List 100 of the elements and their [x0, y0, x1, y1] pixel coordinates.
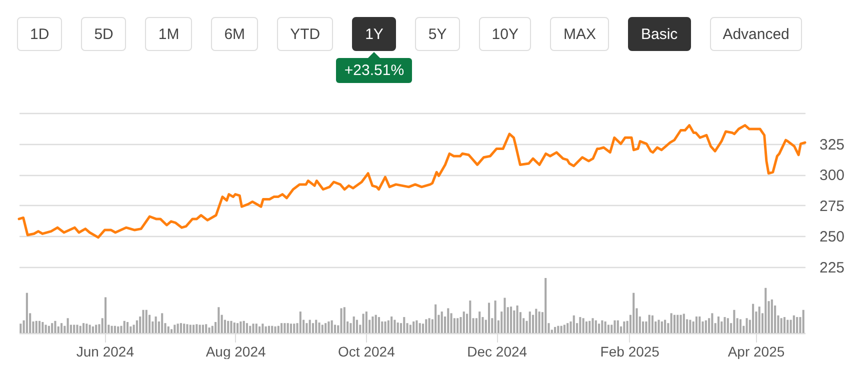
bar [227, 320, 230, 333]
bar [384, 321, 386, 333]
bar [280, 323, 283, 333]
bar [196, 324, 198, 333]
bar [557, 326, 560, 333]
bar [180, 323, 182, 333]
bar [758, 306, 760, 333]
bar [218, 307, 220, 333]
text: YTD [277, 17, 334, 51]
bar [145, 310, 148, 333]
bar [60, 323, 63, 333]
bar [724, 317, 726, 333]
bar [440, 312, 443, 333]
bar [396, 322, 399, 333]
bar [142, 310, 144, 333]
bar [233, 322, 236, 333]
bar [783, 317, 786, 333]
text: +23.51% [336, 58, 412, 83]
bar [409, 324, 412, 333]
bar [607, 324, 610, 333]
bar [610, 324, 613, 333]
bar [117, 326, 120, 333]
bar [95, 324, 98, 333]
bar [123, 320, 126, 333]
bar [110, 326, 113, 333]
bar [362, 314, 364, 333]
bar [318, 322, 320, 333]
bar [764, 288, 767, 333]
bar [92, 326, 94, 333]
bar [208, 328, 210, 333]
bar [746, 318, 748, 333]
bar [54, 320, 56, 333]
text: 1D [17, 17, 62, 51]
bar [447, 308, 450, 333]
bar [770, 299, 773, 333]
bar [554, 326, 556, 333]
bar [174, 324, 176, 333]
x-tick-label: Feb 2025 [600, 344, 660, 360]
bar [566, 323, 569, 333]
bar [598, 324, 600, 333]
x-tick-label: Dec 2024 [467, 344, 528, 360]
bar [126, 322, 129, 333]
bar [42, 322, 44, 333]
bar [306, 323, 308, 333]
bar [510, 306, 512, 333]
bar [428, 318, 430, 333]
bar [20, 324, 22, 333]
bar [528, 312, 531, 333]
text: MAX [550, 17, 609, 51]
bar [623, 321, 626, 333]
bar [130, 326, 132, 333]
bar [154, 316, 157, 333]
bar [689, 320, 692, 333]
bar [277, 326, 280, 333]
bar [26, 292, 28, 333]
text: Advanced [710, 17, 802, 51]
bar [726, 318, 729, 333]
bar [394, 320, 396, 333]
bar [249, 326, 252, 333]
bar [104, 297, 107, 333]
bar [268, 326, 270, 333]
bar [271, 326, 274, 333]
bar [632, 292, 635, 333]
y-tick-label: 275 [820, 198, 845, 215]
bar [321, 324, 324, 333]
bar [676, 314, 679, 333]
bar [585, 321, 588, 333]
bar [682, 314, 685, 333]
bar [592, 318, 594, 333]
bar [680, 314, 682, 333]
bar [698, 316, 701, 333]
bar [136, 320, 138, 333]
bar [670, 313, 672, 333]
bar [258, 326, 261, 333]
bar [44, 324, 47, 333]
text: 1M [145, 17, 192, 51]
bar [704, 320, 707, 333]
bar [264, 326, 267, 333]
bar [252, 324, 254, 333]
bar [535, 308, 538, 333]
bar [786, 320, 789, 333]
bar [711, 313, 714, 333]
bar [299, 312, 302, 333]
bar [790, 320, 792, 333]
bar [293, 324, 296, 333]
bar [752, 304, 754, 333]
bar [192, 324, 195, 333]
bar [340, 308, 342, 333]
bar [792, 315, 795, 333]
bar [733, 310, 736, 333]
bar [202, 324, 204, 333]
bar [601, 320, 604, 333]
bar [604, 321, 606, 333]
bar [240, 321, 242, 333]
bar [588, 320, 591, 333]
bar [416, 320, 418, 333]
bar [664, 320, 666, 333]
text: 6M [211, 17, 258, 51]
bar [170, 329, 173, 333]
bar [434, 304, 437, 333]
